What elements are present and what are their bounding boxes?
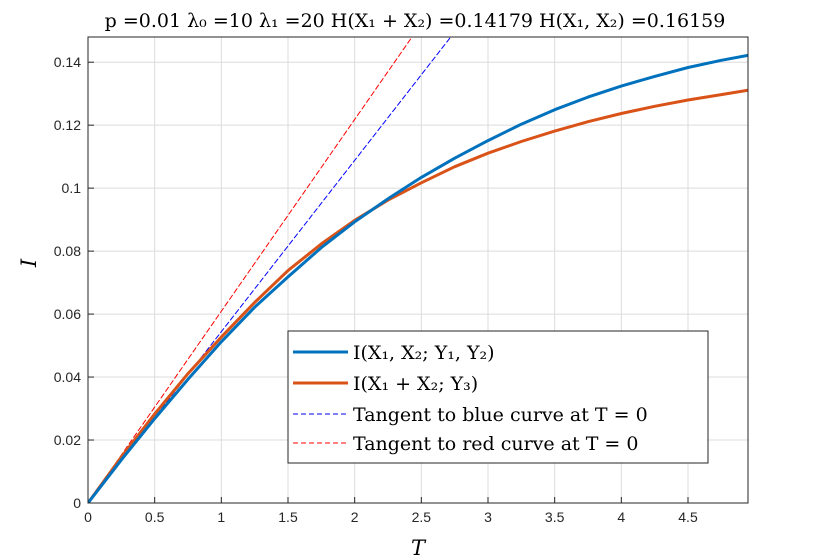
- x-tick-label: 2.5: [412, 509, 432, 525]
- y-tick-label: 0.12: [54, 117, 81, 133]
- series-line-4: [88, 37, 413, 503]
- x-tick-label: 0: [84, 509, 92, 525]
- x-tick-label: 2: [351, 509, 359, 525]
- legend-label-2: I(X₁ + X₂; Y₃): [353, 373, 478, 395]
- x-tick-label: 3.5: [545, 509, 565, 525]
- plot-series: [88, 37, 748, 503]
- series-line-2: [88, 88, 748, 503]
- x-tick-label: 4.5: [678, 509, 698, 525]
- y-tick-label: 0.02: [54, 432, 81, 448]
- y-axis: 0 0.02 0.04 0.06 0.08 0.1 0.12 0.14: [54, 54, 94, 511]
- x-axis-label: T: [411, 536, 427, 560]
- legend-box: [287, 330, 709, 464]
- y-tick-label: 0.06: [54, 306, 81, 322]
- x-tick-label: 3: [484, 509, 492, 525]
- y-axis-label: I: [17, 258, 41, 268]
- y-tick-label: 0.1: [62, 180, 82, 196]
- x-tick-label: 1.5: [278, 509, 298, 525]
- chart-title: p =0.01 λ₀ =10 λ₁ =20 H(X₁ + X₂) =0.1417…: [105, 10, 726, 32]
- legend-label-4: Tangent to red curve at T = 0: [353, 433, 638, 455]
- y-tick-label: 0.04: [54, 369, 81, 385]
- x-tick-label: 0.5: [145, 509, 165, 525]
- plot-area-frame: [87, 36, 749, 504]
- x-axis: 0 0.5 1 1.5 2 2.5 3 3.5 4 4.5: [84, 497, 698, 525]
- legend: I(X₁, X₂; Y₁, Y₂) I(X₁ + X₂; Y₃) Tangent t…: [287, 330, 709, 464]
- y-tick-label: 0: [73, 495, 81, 511]
- y-tick-label: 0.08: [54, 243, 81, 259]
- legend-label-1: I(X₁, X₂; Y₁, Y₂): [353, 342, 495, 364]
- x-tick-label: 4: [617, 509, 625, 525]
- x-tick-label: 1: [217, 509, 225, 525]
- legend-label-3: Tangent to blue curve at T = 0: [353, 404, 648, 426]
- y-tick-label: 0.14: [54, 54, 81, 70]
- series-line-1: [88, 53, 748, 503]
